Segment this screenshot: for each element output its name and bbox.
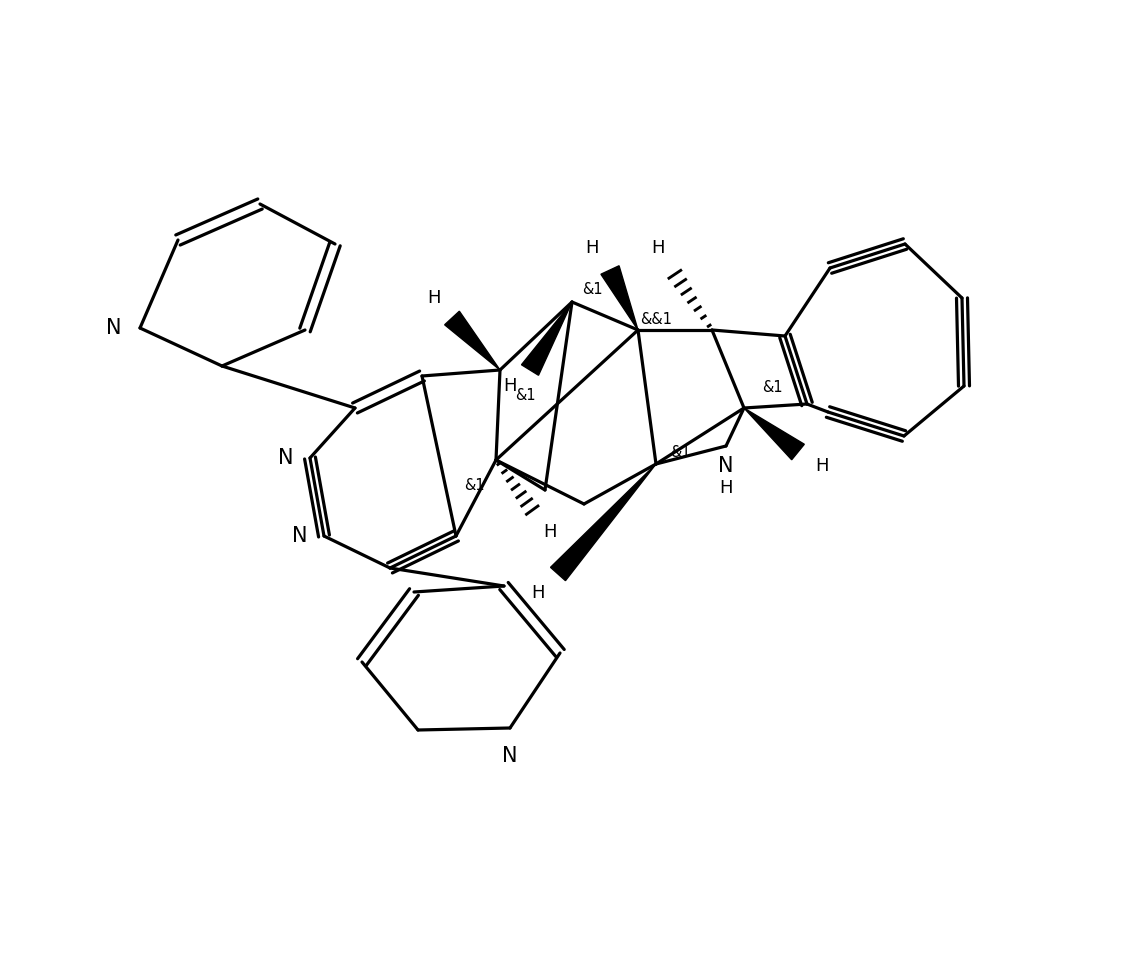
Polygon shape bbox=[521, 302, 572, 376]
Text: &1: &1 bbox=[761, 380, 783, 396]
Text: H: H bbox=[531, 584, 545, 602]
Text: H: H bbox=[585, 239, 599, 257]
Text: &1: &1 bbox=[670, 445, 690, 460]
Text: H: H bbox=[816, 457, 829, 475]
Text: H: H bbox=[428, 289, 441, 307]
Text: H: H bbox=[720, 479, 733, 497]
Text: N: N bbox=[292, 526, 308, 546]
Text: H: H bbox=[544, 523, 557, 541]
Text: &1: &1 bbox=[464, 478, 484, 493]
Text: N: N bbox=[279, 448, 293, 468]
Text: &&1: &&1 bbox=[640, 312, 672, 328]
Text: H: H bbox=[503, 377, 517, 395]
Polygon shape bbox=[601, 265, 638, 330]
Polygon shape bbox=[444, 311, 500, 370]
Polygon shape bbox=[550, 464, 656, 581]
Text: N: N bbox=[719, 456, 733, 476]
Text: H: H bbox=[651, 239, 664, 257]
Polygon shape bbox=[744, 408, 804, 460]
Text: &1: &1 bbox=[582, 283, 602, 298]
Text: N: N bbox=[502, 746, 518, 766]
Text: N: N bbox=[106, 318, 122, 338]
Text: &1: &1 bbox=[514, 389, 536, 403]
